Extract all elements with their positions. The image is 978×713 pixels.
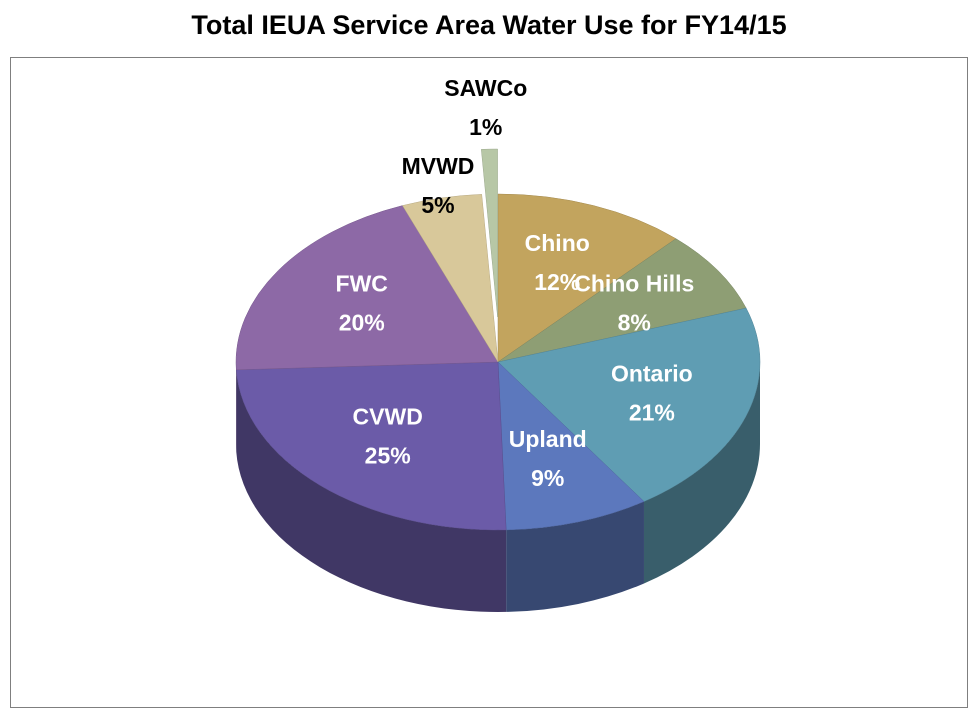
slice-label: SAWCo xyxy=(444,75,527,101)
chart-title: Total IEUA Service Area Water Use for FY… xyxy=(191,10,786,40)
slice-value-label: 5% xyxy=(421,192,454,218)
slice-value-label: 12% xyxy=(534,269,580,295)
slice xyxy=(497,238,747,363)
slice-side xyxy=(236,369,507,612)
slice-value-label: 20% xyxy=(339,309,385,335)
slice xyxy=(497,193,677,363)
slice xyxy=(236,361,507,531)
slice xyxy=(497,307,761,502)
slice xyxy=(235,205,499,371)
slice-label: MVWD xyxy=(402,153,475,179)
slice-value-label: 25% xyxy=(365,443,411,469)
slice-value-label: 1% xyxy=(469,114,502,140)
slice-label: Ontario xyxy=(611,360,693,386)
slice xyxy=(402,194,499,363)
slice-side xyxy=(643,362,760,584)
slice xyxy=(497,361,645,531)
slice-label: FWC xyxy=(336,270,388,296)
slice-value-label: 21% xyxy=(629,399,675,425)
slice-label: CVWD xyxy=(353,404,423,430)
slice-label: Chino Hills xyxy=(574,270,694,296)
slice xyxy=(481,148,498,318)
chart-frame xyxy=(10,57,968,708)
slice-side xyxy=(506,501,644,612)
slice-value-label: 9% xyxy=(531,465,564,491)
slice-value-label: 8% xyxy=(618,309,651,335)
slice-label: Chino xyxy=(525,230,590,256)
slice-label: Upland xyxy=(509,426,587,452)
